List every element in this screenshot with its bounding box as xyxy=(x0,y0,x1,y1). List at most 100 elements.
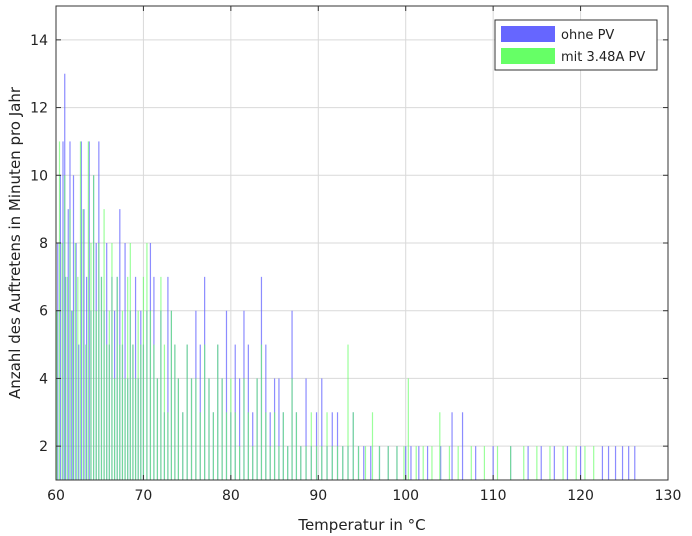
bar xyxy=(364,446,367,480)
bar xyxy=(252,446,254,480)
bar xyxy=(108,310,110,480)
bar xyxy=(575,446,577,480)
bar xyxy=(177,378,179,480)
bar xyxy=(65,276,67,480)
bar xyxy=(79,141,82,480)
bar xyxy=(137,310,139,480)
bar xyxy=(496,446,499,480)
bar xyxy=(167,412,169,480)
bar xyxy=(230,378,232,480)
bar xyxy=(295,412,298,480)
bar xyxy=(71,310,73,480)
bar xyxy=(129,243,131,480)
bar xyxy=(212,412,214,480)
x-tick-label: 100 xyxy=(392,488,419,504)
bar xyxy=(119,209,121,480)
bar xyxy=(315,446,318,480)
bar xyxy=(88,141,90,480)
bar xyxy=(170,310,173,480)
bar xyxy=(156,378,159,480)
bar xyxy=(103,209,105,480)
bar xyxy=(523,446,525,480)
bar xyxy=(579,446,582,480)
x-tick-label: 120 xyxy=(567,488,594,504)
bar xyxy=(74,243,76,480)
bar xyxy=(470,446,472,480)
bar xyxy=(407,378,409,480)
bar xyxy=(72,175,75,481)
bar xyxy=(72,310,74,480)
bar xyxy=(217,344,219,480)
bar xyxy=(584,446,586,480)
bar xyxy=(66,276,68,480)
bar xyxy=(77,276,79,480)
bar xyxy=(90,243,92,480)
bar xyxy=(483,446,485,480)
bar xyxy=(182,412,184,480)
bar xyxy=(174,344,176,480)
bar xyxy=(167,276,169,480)
x-axis-title: Temperatur in °C xyxy=(297,516,425,534)
x-tick-label: 90 xyxy=(309,488,327,504)
legend-swatch-mit-pv xyxy=(501,48,555,64)
bar xyxy=(357,446,360,480)
bar xyxy=(410,446,412,480)
bar xyxy=(86,276,88,480)
bar xyxy=(607,446,610,480)
y-tick-label: 10 xyxy=(30,168,48,184)
bar xyxy=(98,243,100,480)
bar xyxy=(153,344,155,480)
bar xyxy=(195,378,197,480)
bar xyxy=(331,446,333,480)
x-axis-ticks: 60 70 80 90 100 110 120 130 xyxy=(47,488,681,504)
bar xyxy=(127,276,129,480)
bar xyxy=(321,378,323,480)
legend: ohne PV mit 3.48A PV xyxy=(494,19,658,71)
bar xyxy=(100,276,103,480)
bar xyxy=(426,446,429,480)
bar xyxy=(403,446,405,480)
y-tick-label: 8 xyxy=(39,236,48,252)
x-tick-label: 130 xyxy=(655,488,682,504)
bar xyxy=(239,446,241,480)
bar xyxy=(342,446,344,480)
bar xyxy=(475,446,477,480)
bar xyxy=(208,378,210,480)
bar xyxy=(59,175,61,481)
bar xyxy=(62,141,64,480)
bar xyxy=(67,209,69,480)
bar xyxy=(510,446,512,480)
bar xyxy=(265,412,267,480)
bar xyxy=(116,276,118,480)
bar xyxy=(83,209,85,480)
legend-label-mit-pv: mit 3.48A PV xyxy=(561,50,645,65)
bar xyxy=(387,446,389,480)
bar xyxy=(225,310,228,480)
bar xyxy=(363,446,365,480)
bar xyxy=(199,412,201,480)
y-axis-title: Anzahl des Auftretens in Minuten pro Jah… xyxy=(6,86,24,399)
legend-swatch-ohne-pv xyxy=(501,26,555,42)
bar xyxy=(300,446,302,480)
bar xyxy=(422,446,424,480)
bar xyxy=(418,446,420,480)
bar xyxy=(78,344,80,480)
bar xyxy=(370,446,372,480)
bar xyxy=(336,446,339,480)
bar xyxy=(243,378,245,480)
bar xyxy=(291,378,293,480)
bar xyxy=(461,412,464,480)
bar xyxy=(601,446,604,480)
bar xyxy=(85,344,87,480)
bar xyxy=(80,141,82,480)
bar xyxy=(378,446,381,480)
bar xyxy=(204,344,206,480)
bar xyxy=(87,141,89,480)
bar xyxy=(225,412,228,480)
bar xyxy=(140,344,142,480)
bar xyxy=(415,446,417,480)
y-tick-label: 2 xyxy=(39,439,48,455)
bar xyxy=(282,412,284,480)
bar xyxy=(287,446,289,480)
bar xyxy=(69,209,71,480)
